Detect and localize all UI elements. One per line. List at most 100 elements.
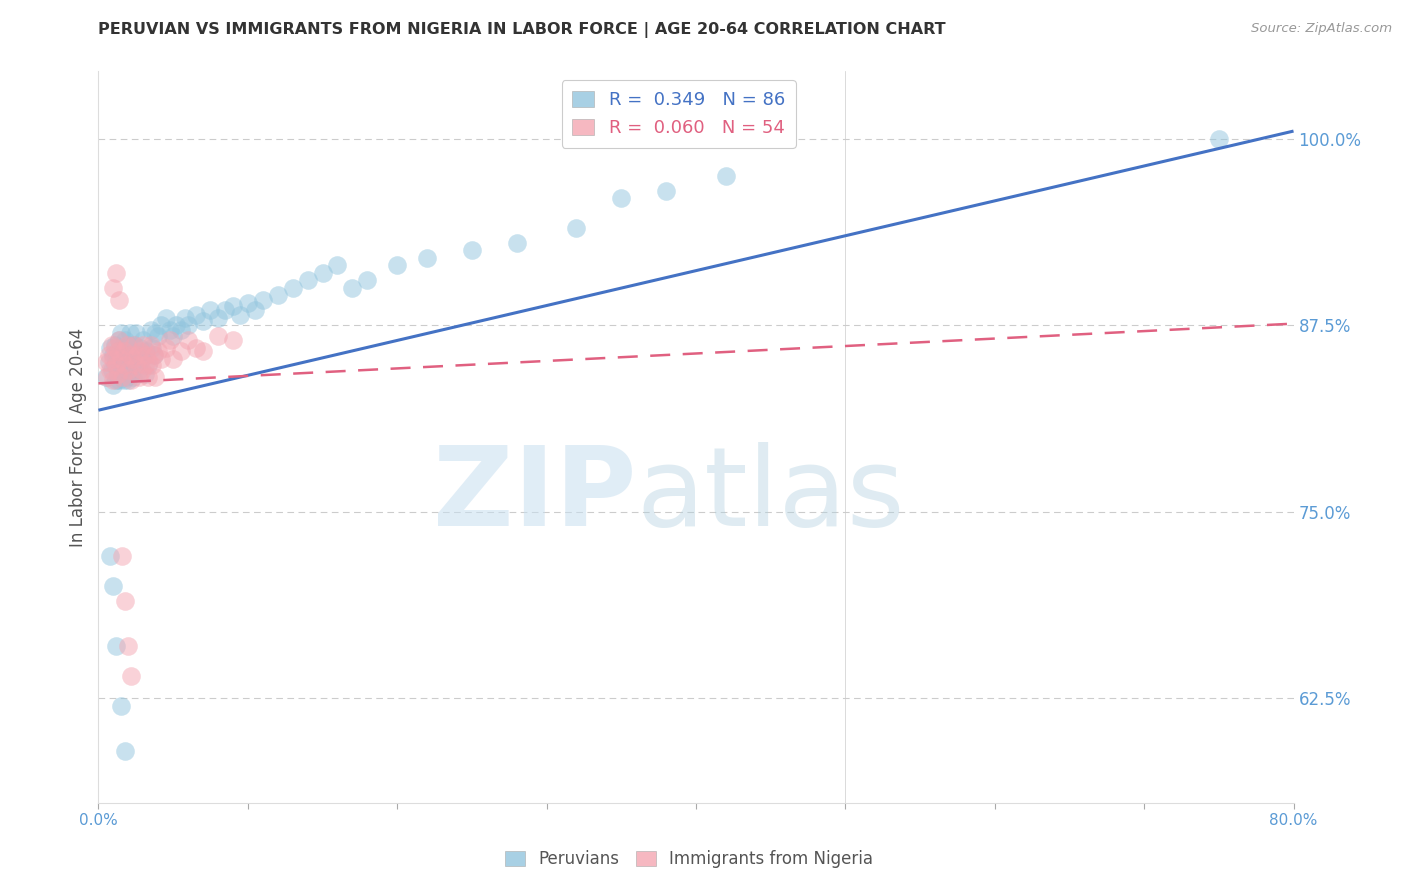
Point: [297, 273, 319, 287]
Point: [184, 341, 207, 355]
Point: [281, 281, 304, 295]
Point: [139, 337, 162, 351]
Point: [267, 288, 290, 302]
Point: [108, 373, 131, 387]
Point: [112, 373, 135, 387]
Point: [159, 323, 181, 337]
Point: [121, 370, 143, 384]
Point: [117, 337, 139, 351]
Point: [98, 363, 122, 377]
Point: [127, 348, 149, 362]
Point: [142, 348, 165, 362]
Point: [103, 377, 125, 392]
Point: [135, 348, 157, 362]
Point: [326, 259, 349, 273]
Point: [105, 266, 128, 280]
Point: [117, 363, 139, 377]
Point: [139, 323, 162, 337]
Text: atlas: atlas: [636, 442, 904, 549]
Point: [311, 266, 333, 280]
Point: [143, 370, 166, 384]
Point: [129, 343, 152, 358]
Point: [124, 337, 146, 351]
Point: [101, 337, 124, 351]
Point: [565, 221, 588, 235]
Point: [252, 293, 274, 307]
Point: [120, 368, 142, 382]
Point: [105, 639, 128, 653]
Point: [96, 370, 118, 384]
Point: [108, 333, 131, 347]
Point: [155, 341, 177, 355]
Point: [134, 368, 156, 382]
Point: [118, 348, 141, 362]
Point: [136, 370, 159, 384]
Point: [128, 363, 150, 377]
Point: [416, 251, 439, 265]
Point: [110, 698, 132, 713]
Point: [159, 333, 181, 347]
Point: [114, 333, 136, 347]
Point: [141, 341, 163, 355]
Point: [148, 328, 170, 343]
Point: [107, 368, 129, 382]
Point: [131, 363, 153, 377]
Point: [114, 359, 136, 373]
Y-axis label: In Labor Force | Age 20-64: In Labor Force | Age 20-64: [69, 327, 87, 547]
Point: [125, 359, 148, 373]
Point: [184, 308, 207, 322]
Point: [115, 337, 138, 351]
Point: [135, 343, 157, 358]
Point: [191, 313, 214, 327]
Point: [105, 373, 128, 387]
Point: [104, 359, 127, 373]
Point: [148, 343, 170, 358]
Point: [107, 368, 129, 382]
Text: Source: ZipAtlas.com: Source: ZipAtlas.com: [1251, 22, 1392, 36]
Point: [128, 370, 150, 384]
Point: [142, 348, 165, 362]
Point: [229, 308, 252, 322]
Point: [461, 244, 484, 258]
Point: [111, 549, 134, 564]
Point: [191, 343, 214, 358]
Point: [107, 343, 129, 358]
Point: [177, 318, 200, 332]
Point: [136, 359, 159, 373]
Legend: Peruvians, Immigrants from Nigeria: Peruvians, Immigrants from Nigeria: [498, 844, 880, 875]
Point: [107, 343, 129, 358]
Point: [129, 341, 152, 355]
Point: [714, 169, 737, 183]
Point: [98, 341, 122, 355]
Point: [342, 281, 364, 295]
Point: [112, 343, 135, 358]
Point: [114, 594, 136, 608]
Point: [214, 303, 236, 318]
Point: [121, 355, 143, 369]
Point: [162, 352, 184, 367]
Point: [169, 343, 191, 358]
Point: [103, 281, 125, 295]
Point: [111, 363, 134, 377]
Point: [207, 310, 229, 325]
Point: [155, 310, 177, 325]
Point: [222, 299, 245, 313]
Point: [114, 359, 136, 373]
Point: [103, 373, 125, 387]
Point: [169, 323, 191, 337]
Point: [356, 273, 378, 287]
Point: [94, 370, 117, 384]
Point: [143, 326, 166, 340]
Point: [117, 373, 139, 387]
Point: [124, 337, 146, 351]
Point: [97, 355, 120, 369]
Point: [150, 318, 173, 332]
Point: [118, 326, 141, 340]
Point: [236, 295, 259, 310]
Point: [125, 326, 148, 340]
Point: [103, 579, 125, 593]
Point: [132, 337, 155, 351]
Point: [174, 310, 197, 325]
Point: [134, 359, 156, 373]
Point: [127, 348, 149, 362]
